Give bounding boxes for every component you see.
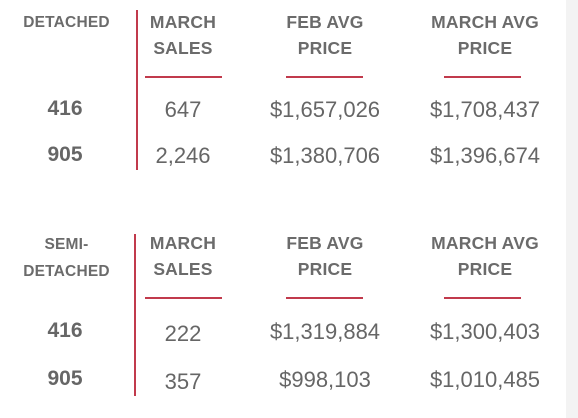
column-header-line: FEB AVG	[286, 12, 364, 32]
column-header-line: MARCH	[149, 233, 217, 253]
right-edge-strip	[566, 0, 578, 418]
march-sales-value: 2,246	[155, 143, 211, 168]
column-header-march-sales: MARCH SALES	[133, 230, 233, 282]
property-type-label-line: DETACHED	[23, 14, 110, 31]
area-code: 416	[47, 97, 83, 120]
march-avg-price-value: $1,300,403	[429, 319, 541, 344]
march-avg-price-value: $1,396,674	[429, 143, 541, 168]
feb-avg-price-value: $1,319,884	[269, 319, 381, 344]
column-header-feb-avg-price: FEB AVG PRICE	[265, 230, 385, 282]
column-header-march-avg-price: MARCH AVG PRICE	[413, 9, 557, 61]
property-type-label: DETACHED	[0, 9, 133, 36]
feb-avg-price-value: $1,380,706	[269, 143, 381, 168]
column-header-line: MARCH AVG	[431, 233, 539, 253]
column-header-line: SALES	[153, 38, 213, 58]
march-sales-value: 357	[164, 369, 202, 394]
property-type-label: SEMI- DETACHED	[0, 231, 133, 285]
column-header-line: FEB AVG	[286, 233, 364, 253]
column-header-line: PRICE	[457, 259, 513, 279]
column-divider	[134, 234, 136, 396]
march-sales-value: 222	[164, 321, 202, 346]
column-header-feb-avg-price: FEB AVG PRICE	[265, 9, 385, 61]
column-header-march-avg-price: MARCH AVG PRICE	[413, 230, 557, 282]
column-header-line: MARCH AVG	[431, 12, 539, 32]
column-header-line: PRICE	[297, 259, 353, 279]
feb-avg-price-value: $1,657,026	[269, 97, 381, 122]
column-divider	[136, 10, 138, 170]
feb-avg-price-value: $998,103	[279, 367, 371, 392]
header-underline	[444, 76, 521, 78]
march-sales-value: 647	[164, 97, 202, 122]
column-header-line: SALES	[153, 259, 213, 279]
area-code: 905	[47, 143, 83, 166]
header-underline	[444, 297, 521, 299]
property-type-label-line: DETACHED	[23, 263, 110, 280]
march-avg-price-value: $1,010,485	[429, 367, 541, 392]
header-underline	[145, 297, 222, 299]
property-type-label-line: SEMI-	[44, 236, 89, 253]
header-underline	[286, 76, 363, 78]
header-underline	[145, 76, 222, 78]
column-header-line: PRICE	[457, 38, 513, 58]
area-code: 905	[47, 367, 83, 390]
column-header-line: PRICE	[297, 38, 353, 58]
column-header-line: MARCH	[149, 12, 217, 32]
area-code: 416	[47, 319, 83, 342]
column-header-march-sales: MARCH SALES	[133, 9, 233, 61]
march-avg-price-value: $1,708,437	[429, 97, 541, 122]
header-underline	[286, 297, 363, 299]
